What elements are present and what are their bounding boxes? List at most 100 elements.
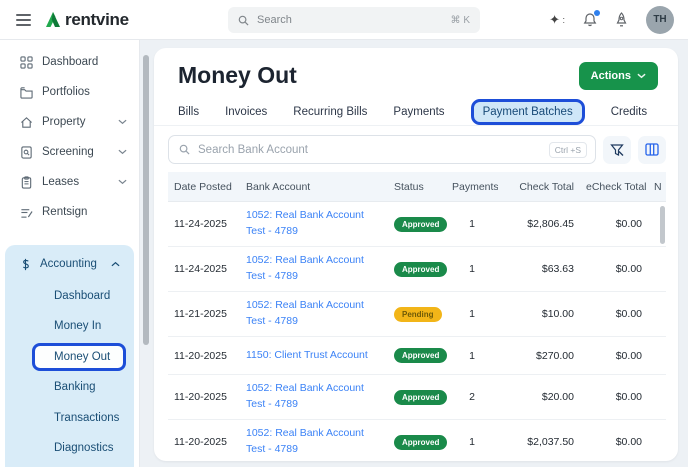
leases-icon [21, 175, 32, 189]
chevron-down-icon [118, 179, 127, 185]
sidebar-item-rentsign[interactable]: Rentsign [0, 197, 139, 227]
status-badge: Approved [394, 434, 448, 450]
payments-cell: 2 [469, 391, 475, 403]
screening-icon [21, 145, 32, 159]
search-icon [238, 15, 249, 26]
filter-off-icon [610, 143, 624, 156]
tab-invoices[interactable]: Invoices [225, 105, 268, 118]
tab-payments[interactable]: Payments [393, 105, 445, 118]
chevron-up-icon [111, 261, 120, 267]
sidebar-item-label: Screening [42, 146, 94, 158]
col-payments: Payments [452, 180, 498, 193]
echeck-total-cell: $0.00 [615, 436, 642, 448]
tab-bills[interactable]: Bills [178, 105, 200, 118]
ai-sparkle-icon[interactable]: ✦ : [549, 11, 565, 27]
search-shortcut: ⌘ K [450, 14, 470, 26]
chevron-down-icon [118, 119, 127, 125]
tab-credits[interactable]: Credits [610, 105, 648, 118]
tab-recurring-bills[interactable]: Recurring Bills [293, 105, 368, 118]
clear-filters-button[interactable] [603, 135, 631, 164]
sidebar-item-label: Leases [42, 176, 80, 188]
top-header: rentvine Search ⌘ K ✦ : TH [0, 0, 688, 40]
dashboard-icon [20, 55, 33, 69]
bank-account-search: Ctrl +S [168, 135, 596, 164]
payments-cell: 1 [469, 349, 475, 362]
dollar-icon [22, 258, 29, 270]
date-posted-cell: 11-20-2025 [174, 349, 227, 362]
search-bank-account-input[interactable] [198, 143, 541, 156]
col-status: Status [394, 180, 424, 193]
bank-account-link[interactable]: 1052: Real Bank Account Test - 4789 [246, 209, 364, 237]
bank-account-link[interactable]: 1052: Real Bank Account Test - 4789 [246, 299, 364, 327]
sidebar-item-screening[interactable]: Screening [0, 137, 139, 167]
col-date-posted: Date Posted [174, 180, 232, 193]
check-total-cell: $2,037.50 [527, 436, 574, 448]
actions-button[interactable]: Actions [578, 62, 658, 90]
columns-icon [645, 143, 659, 156]
bank-account-link[interactable]: 1150: Client Trust Account [246, 348, 368, 361]
money-out-card: Money Out Actions Bills Invoices Recurri… [154, 48, 678, 461]
table-row[interactable]: 11-24-2025 1052: Real Bank Account Test … [168, 247, 666, 292]
bank-account-link[interactable]: 1052: Real Bank Account Test - 4789 [246, 254, 364, 282]
property-icon [21, 116, 32, 128]
page-scrollbar[interactable] [143, 55, 149, 345]
sidebar-item-label: Property [42, 116, 86, 128]
search-icon [179, 144, 190, 155]
echeck-total-cell: $0.00 [615, 349, 642, 362]
bank-account-link[interactable]: 1052: Real Bank Account Test - 4789 [246, 427, 364, 455]
app-logo[interactable]: rentvine [45, 10, 129, 30]
status-badge: Approved [394, 389, 448, 405]
check-total-cell: $63.63 [541, 263, 574, 275]
user-avatar[interactable]: TH [646, 5, 674, 34]
money-out-tabs: Bills Invoices Recurring Bills Payments … [154, 98, 678, 126]
chevron-down-icon [637, 73, 646, 79]
search-shortcut-badge: Ctrl +S [548, 141, 587, 158]
sidebar-item-diagnostics[interactable]: Diagnostics [54, 442, 114, 454]
sidebar-item-label: Portfolios [42, 86, 90, 98]
bank-account-link[interactable]: 1052: Real Bank Account Test - 4789 [246, 382, 364, 410]
date-posted-cell: 11-24-2025 [174, 218, 227, 230]
tab-payment-batches[interactable]: Payment Batches [470, 98, 585, 125]
col-next-truncated: N [654, 180, 662, 193]
sidebar-item-property[interactable]: Property [0, 107, 139, 137]
payments-cell: 1 [469, 308, 475, 320]
status-badge: Approved [394, 216, 448, 232]
col-check-total: Check Total [519, 180, 574, 193]
menu-icon[interactable] [14, 12, 33, 28]
sidebar-item-banking[interactable]: Banking [54, 381, 96, 393]
echeck-total-cell: $0.00 [615, 391, 642, 403]
sidebar-item-accounting-dashboard[interactable]: Dashboard [54, 289, 111, 302]
sidebar-item-portfolios[interactable]: Portfolios [0, 77, 139, 107]
table-row[interactable]: 11-21-2025 1052: Real Bank Account Test … [168, 292, 666, 337]
table-row[interactable]: 11-20-2025 1052: Real Bank Account Test … [168, 420, 666, 461]
notifications-bell-icon[interactable] [583, 10, 600, 27]
columns-button[interactable] [638, 135, 666, 164]
payments-cell: 1 [469, 263, 475, 275]
chevron-down-icon [118, 149, 127, 155]
notification-dot [594, 10, 600, 16]
payment-batches-table: Date Posted Bank Account Status Payments… [168, 172, 666, 461]
sidebar-item-accounting[interactable]: Accounting [5, 249, 134, 279]
sidebar-item-dashboard[interactable]: Dashboard [0, 47, 139, 77]
sidebar-item-leases[interactable]: Leases [0, 167, 139, 197]
rentvine-logo-icon [46, 12, 60, 27]
payments-cell: 1 [469, 218, 475, 230]
sidebar-item-transactions[interactable]: Transactions [54, 411, 120, 424]
rocket-icon[interactable] [615, 12, 628, 27]
table-header-row: Date Posted Bank Account Status Payments… [168, 172, 666, 202]
check-total-cell: $20.00 [541, 391, 574, 403]
table-row[interactable]: 11-24-2025 1052: Real Bank Account Test … [168, 202, 666, 247]
main-content: Money Out Actions Bills Invoices Recurri… [140, 40, 688, 467]
rentsign-icon [21, 208, 33, 218]
col-echeck-total: eCheck Total [586, 180, 647, 193]
sidebar-item-money-in[interactable]: Money In [54, 320, 102, 332]
sidebar-item-label: Rentsign [42, 206, 88, 218]
table-vertical-scrollbar[interactable] [660, 206, 665, 244]
date-posted-cell: 11-20-2025 [174, 436, 227, 448]
payments-cell: 1 [469, 436, 475, 448]
sidebar-item-label: Dashboard [42, 56, 99, 68]
sidebar-item-money-out[interactable]: Money Out [32, 342, 126, 371]
table-row[interactable]: 11-20-2025 1150: Client Trust Account Ap… [168, 337, 666, 375]
table-row[interactable]: 11-20-2025 1052: Real Bank Account Test … [168, 375, 666, 420]
global-search-input[interactable]: Search ⌘ K [228, 7, 480, 33]
